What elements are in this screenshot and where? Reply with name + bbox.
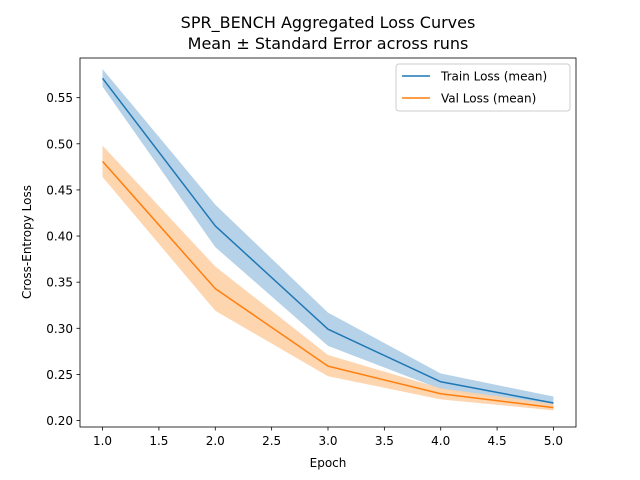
chart-subtitle: Mean ± Standard Error across runs (188, 34, 469, 53)
y-tick-label: 0.35 (46, 276, 73, 290)
legend-label-series-0: Train Loss (mean) (440, 70, 547, 84)
chart-title: SPR_BENCH Aggregated Loss Curves (181, 13, 476, 33)
x-tick-label: 1.5 (149, 434, 168, 448)
x-tick-label: 2.5 (262, 434, 281, 448)
legend-label-series-1: Val Loss (mean) (441, 92, 536, 106)
x-tick-label: 1.0 (93, 434, 112, 448)
y-tick-label: 0.25 (46, 368, 73, 382)
x-axis-label: Epoch (310, 456, 347, 470)
x-tick-label: 2.0 (206, 434, 225, 448)
y-axis-label: Cross-Entropy Loss (20, 185, 34, 299)
error-band-series-0 (102, 69, 554, 409)
y-tick-label: 0.50 (46, 137, 73, 151)
x-tick-label: 3.5 (375, 434, 394, 448)
line-series-1 (101, 160, 554, 409)
plot-area: 1.0 1.5 2.0 2.5 3.0 3.5 4.0 4.5 5.0 0.20 0.25 0.30 0… (46, 57, 577, 448)
x-tick-label: 4.5 (488, 434, 507, 448)
y-tick-label: 0.20 (46, 414, 73, 428)
error-band-series-1 (102, 145, 554, 411)
y-tick-label: 0.30 (46, 322, 73, 336)
y-tick-label: 0.55 (46, 91, 73, 105)
legend-box (395, 63, 571, 112)
y-tick-label: 0.45 (46, 183, 73, 197)
x-tick-label: 4.0 (431, 434, 450, 448)
line-series-0 (101, 77, 554, 404)
x-tick-label: 3.0 (318, 434, 337, 448)
y-tick-label: 0.40 (46, 230, 73, 244)
x-tick-label: 5.0 (544, 434, 563, 448)
